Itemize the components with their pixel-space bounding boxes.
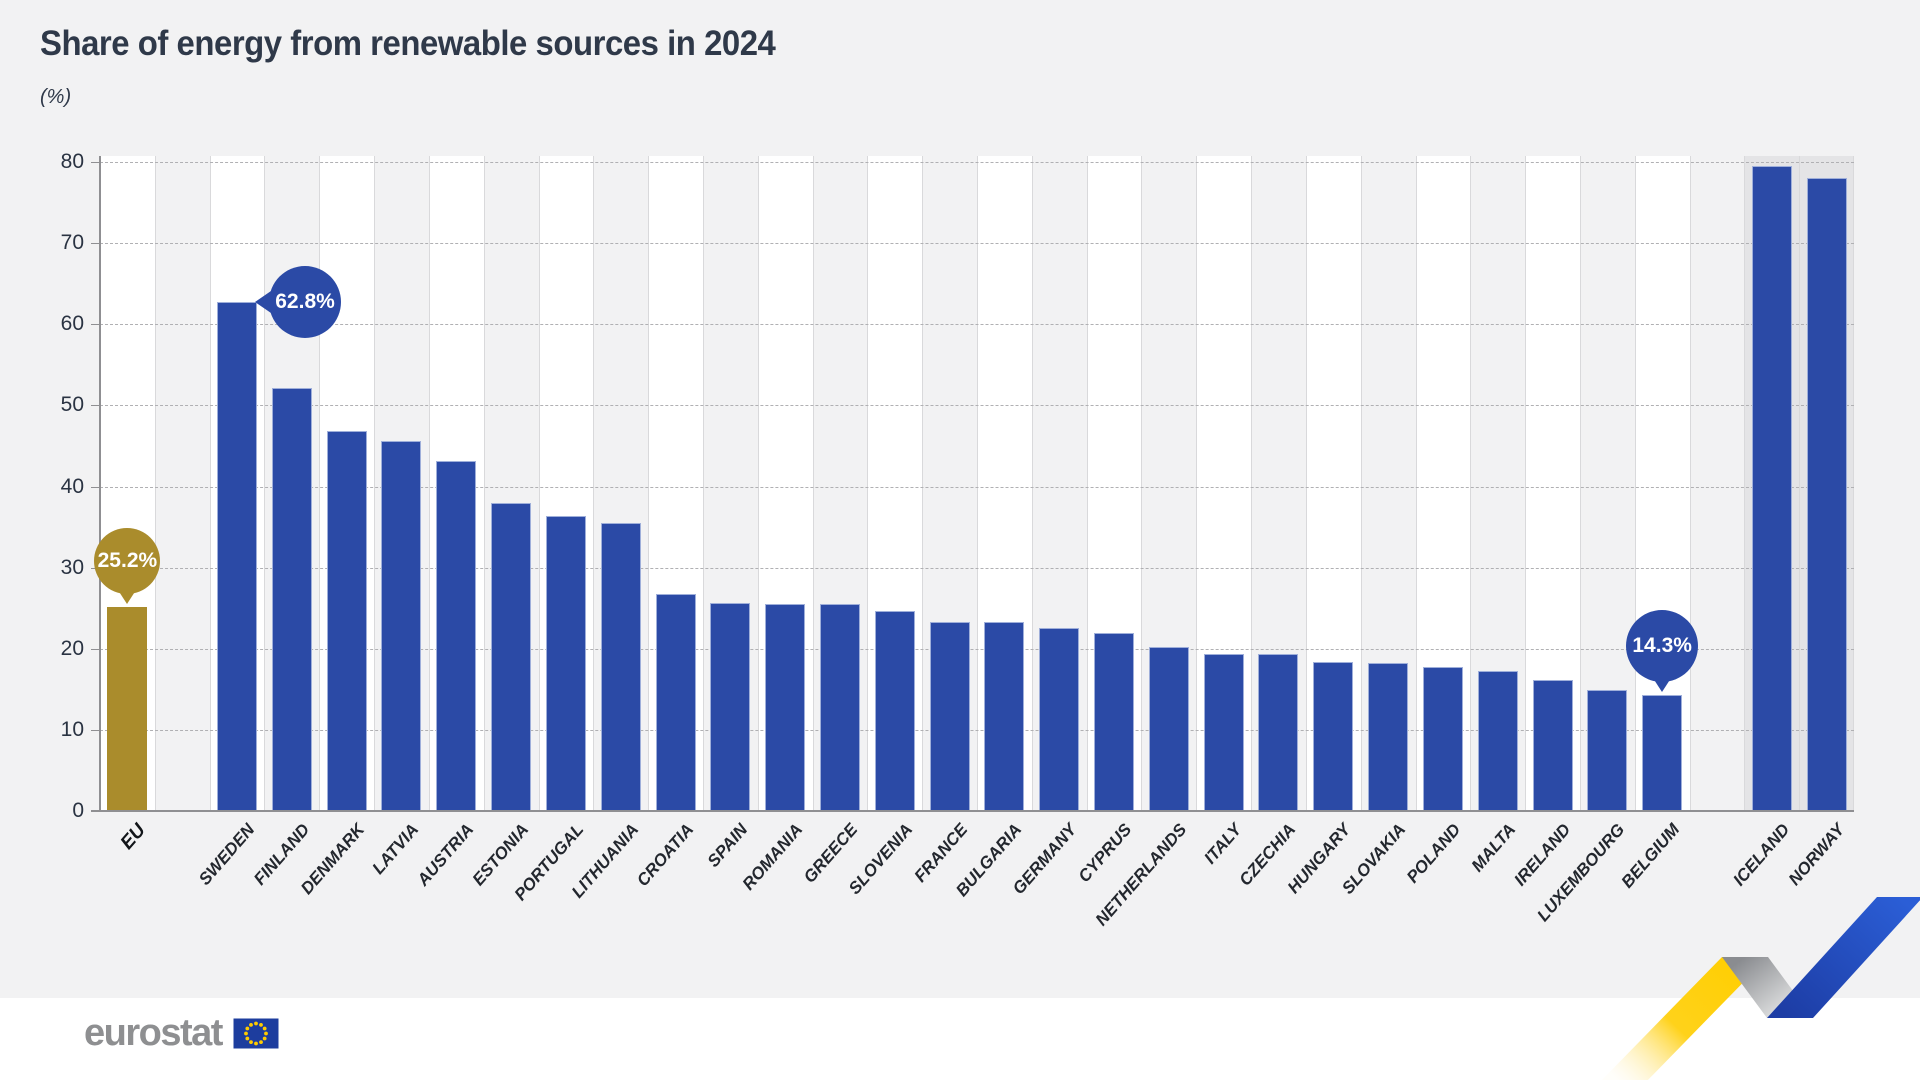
bar-estonia [491, 502, 532, 811]
y-tick-label-20: 20 [60, 636, 84, 660]
eurostat-logo-text: eurostat [84, 1012, 223, 1054]
gridline-20 [100, 648, 1854, 650]
bar-lithuania [600, 523, 641, 811]
bar-portugal [545, 515, 586, 811]
bar-france [929, 621, 970, 811]
gridline-30 [100, 567, 1854, 569]
bar-slovenia [874, 610, 915, 811]
y-tick-label-40: 40 [60, 474, 84, 498]
callout-bubble: 14.3% [1626, 609, 1699, 682]
y-tick-label-70: 70 [60, 231, 84, 255]
eu-flag-icon [231, 1017, 280, 1050]
bar-ireland [1532, 680, 1573, 811]
y-tick-40 [91, 486, 100, 488]
gridline-70 [100, 243, 1854, 245]
unit-label: (%) [40, 86, 72, 108]
gridline-60 [100, 324, 1854, 326]
bar-croatia [655, 593, 696, 811]
y-tick-70 [91, 243, 100, 245]
bar-hungary [1313, 661, 1354, 811]
y-tick-80 [91, 162, 100, 163]
bar-denmark [326, 431, 367, 811]
page-title: Share of energy from renewable sources i… [40, 24, 776, 63]
bar-austria [436, 461, 477, 811]
y-tick-label-50: 50 [60, 393, 84, 417]
y-tick-label-30: 30 [60, 555, 84, 579]
bar-poland [1422, 666, 1463, 811]
bar-spain [710, 603, 751, 811]
bar-netherlands [1148, 647, 1189, 811]
bar-latvia [381, 441, 422, 811]
column-gap-1 [154, 156, 210, 811]
bar-eu [107, 606, 148, 811]
eurostat-logo: eurostat [84, 1012, 280, 1055]
callout-bubble: 25.2% [94, 527, 161, 594]
x-axis-line [91, 810, 1854, 812]
y-tick-60 [91, 324, 100, 326]
bar-sweden [217, 301, 258, 811]
y-tick-label-60: 60 [60, 312, 84, 336]
y-tick-20 [91, 648, 100, 650]
y-tick-label-80: 80 [60, 150, 84, 173]
bar-finland [271, 387, 312, 811]
y-tick-50 [91, 405, 100, 407]
y-tick-label-0: 0 [72, 799, 84, 822]
bar-cyprus [1094, 633, 1135, 811]
column-gap-29 [1689, 156, 1745, 811]
bar-belgium [1642, 695, 1683, 811]
bar-malta [1477, 671, 1518, 811]
gridline-40 [100, 486, 1854, 488]
bar-luxembourg [1587, 690, 1628, 811]
y-axis-line [99, 156, 101, 812]
bar-norway [1806, 178, 1847, 811]
bar-germany [1039, 628, 1080, 811]
bar-iceland [1751, 166, 1792, 811]
callout-bubble: 62.8% [269, 265, 342, 338]
gridline-50 [100, 405, 1854, 407]
bar-czechia [1258, 654, 1299, 811]
bar-slovakia [1368, 663, 1409, 811]
gridline-80 [100, 162, 1854, 163]
callout-tail [255, 290, 272, 313]
bar-bulgaria [984, 621, 1025, 811]
gridline-10 [100, 729, 1854, 731]
bar-greece [819, 604, 860, 811]
y-tick-10 [91, 729, 100, 731]
bar-chart: EU 25.2% SWEDEN 62.8% FINLAND DENMARK LATVIA AU… [61, 150, 1854, 929]
y-tick-label-10: 10 [60, 717, 84, 741]
bar-romania [765, 604, 806, 811]
y-tick-0 [91, 811, 100, 812]
bar-italy [1203, 653, 1244, 811]
